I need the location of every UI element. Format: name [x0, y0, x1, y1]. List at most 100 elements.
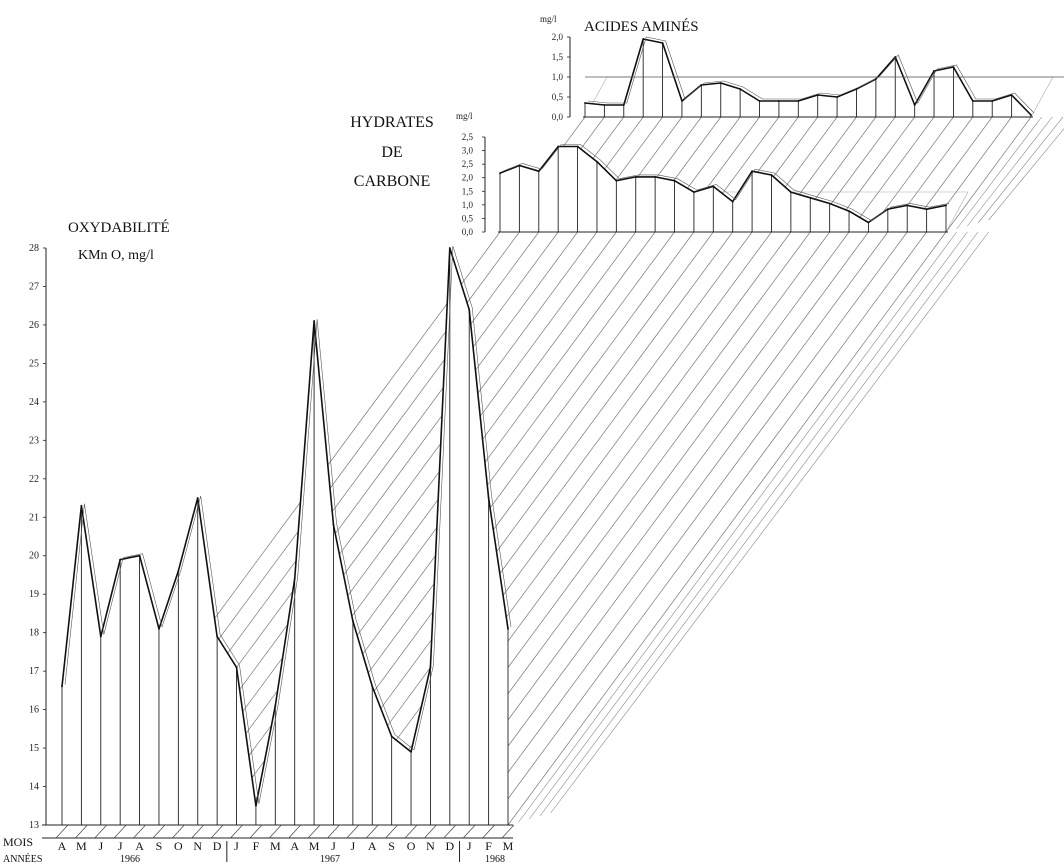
data-point	[828, 202, 831, 205]
hatch-line-1-2	[529, 231, 968, 820]
hatch-line-2-3	[945, 116, 1032, 233]
month-tick-label: J	[234, 839, 239, 853]
data-point	[1010, 94, 1013, 96]
data-point	[712, 185, 715, 188]
title-acides-amines: ACIDES AMINÉS	[584, 18, 699, 35]
data-point	[487, 497, 490, 499]
data-point	[351, 620, 354, 623]
series-depth-line	[587, 36, 1035, 114]
data-point	[925, 208, 928, 211]
y-tick-label: 1,0	[552, 72, 564, 82]
data-point	[216, 635, 219, 638]
chart-labels: OXYDABILITÉ KMn O, mg/l HYDRATES DE CARB…	[3, 14, 699, 865]
y-tick-label: 22	[29, 474, 39, 485]
y-tick-label: 2,5	[462, 159, 474, 169]
data-point	[673, 179, 676, 182]
area-fill	[500, 146, 946, 232]
month-divider	[482, 824, 495, 839]
hatch-line-2-3	[848, 116, 935, 233]
month-divider	[307, 824, 321, 839]
y-tick-label: 27	[29, 281, 39, 292]
year-1968: 1968	[485, 854, 505, 865]
y-tick-label: 3,0	[462, 146, 474, 156]
month-tick-label: M	[76, 839, 87, 853]
month-tick-label: A	[58, 839, 67, 853]
data-point	[1030, 114, 1032, 116]
data-point	[603, 104, 606, 106]
data-point	[410, 751, 412, 753]
y-tick-label: 1,5	[552, 52, 564, 62]
data-point	[867, 221, 870, 224]
y-tick-label: 2,0	[462, 173, 474, 183]
data-point	[313, 320, 315, 322]
month-tick-label: M	[503, 839, 514, 853]
y-tick-label: 28	[29, 243, 39, 254]
data-point	[371, 685, 374, 688]
data-point	[693, 191, 695, 194]
data-point	[448, 247, 451, 249]
data-point	[499, 172, 501, 175]
y-tick-label: 24	[29, 397, 39, 408]
data-point	[196, 497, 199, 499]
y-tick-label: 0,0	[462, 227, 474, 237]
xlabel-annees: ANNÉES	[3, 853, 42, 865]
data-point	[654, 176, 657, 178]
data-point	[906, 204, 909, 207]
hatch-line-1-2	[550, 231, 989, 814]
month-tick-label: O	[407, 839, 416, 853]
month-tick-label: J	[331, 839, 336, 853]
y-tick-label: 25	[29, 358, 39, 369]
data-point	[429, 666, 432, 669]
month-tick-label: S	[388, 839, 395, 853]
hatch-line-1-2	[178, 231, 617, 826]
data-point	[758, 100, 761, 102]
data-point	[61, 685, 63, 688]
data-point	[584, 102, 586, 104]
data-point	[855, 88, 858, 90]
data-point	[138, 554, 141, 557]
month-tick-label: A	[368, 839, 377, 853]
data-point	[119, 558, 122, 561]
data-point	[886, 208, 889, 211]
data-point	[874, 78, 877, 80]
data-point	[739, 88, 742, 90]
data-point	[293, 577, 296, 580]
hatch-line-1-2	[449, 231, 889, 826]
month-tick-label: A	[135, 839, 144, 853]
data-point	[836, 96, 838, 98]
data-point	[518, 164, 521, 167]
month-divider	[133, 824, 146, 839]
unit-hydrates: mg/l	[456, 111, 473, 121]
month-divider	[501, 824, 515, 839]
month-divider	[385, 824, 398, 839]
month-tick-label: J	[351, 839, 356, 853]
data-point	[642, 38, 645, 40]
month-tick-label: J	[118, 839, 123, 853]
title-hydrates-line1: HYDRATES	[350, 114, 434, 131]
data-point	[537, 170, 540, 173]
data-point	[557, 145, 560, 148]
y-tick-label: 0,5	[462, 213, 474, 223]
month-divider	[288, 824, 301, 839]
unit-acides: mg/l	[540, 14, 557, 24]
month-tick-label: O	[174, 839, 183, 853]
y-tick-label: 16	[29, 705, 39, 716]
year-1967: 1967	[320, 854, 340, 865]
month-tick-label: J	[98, 839, 103, 853]
data-point	[576, 145, 579, 148]
hatch-line-1-2	[507, 231, 947, 826]
data-point	[848, 210, 850, 213]
data-point	[661, 42, 664, 44]
series-line	[61, 247, 509, 807]
data-point	[596, 160, 598, 163]
y-tick-label: 18	[29, 628, 39, 639]
data-point	[274, 704, 277, 707]
month-tick-label: A	[290, 839, 299, 853]
series-depth-line	[64, 245, 512, 804]
data-point	[751, 170, 753, 173]
y-tick-label: 19	[29, 589, 39, 600]
data-point	[99, 635, 102, 638]
data-point	[622, 104, 625, 106]
